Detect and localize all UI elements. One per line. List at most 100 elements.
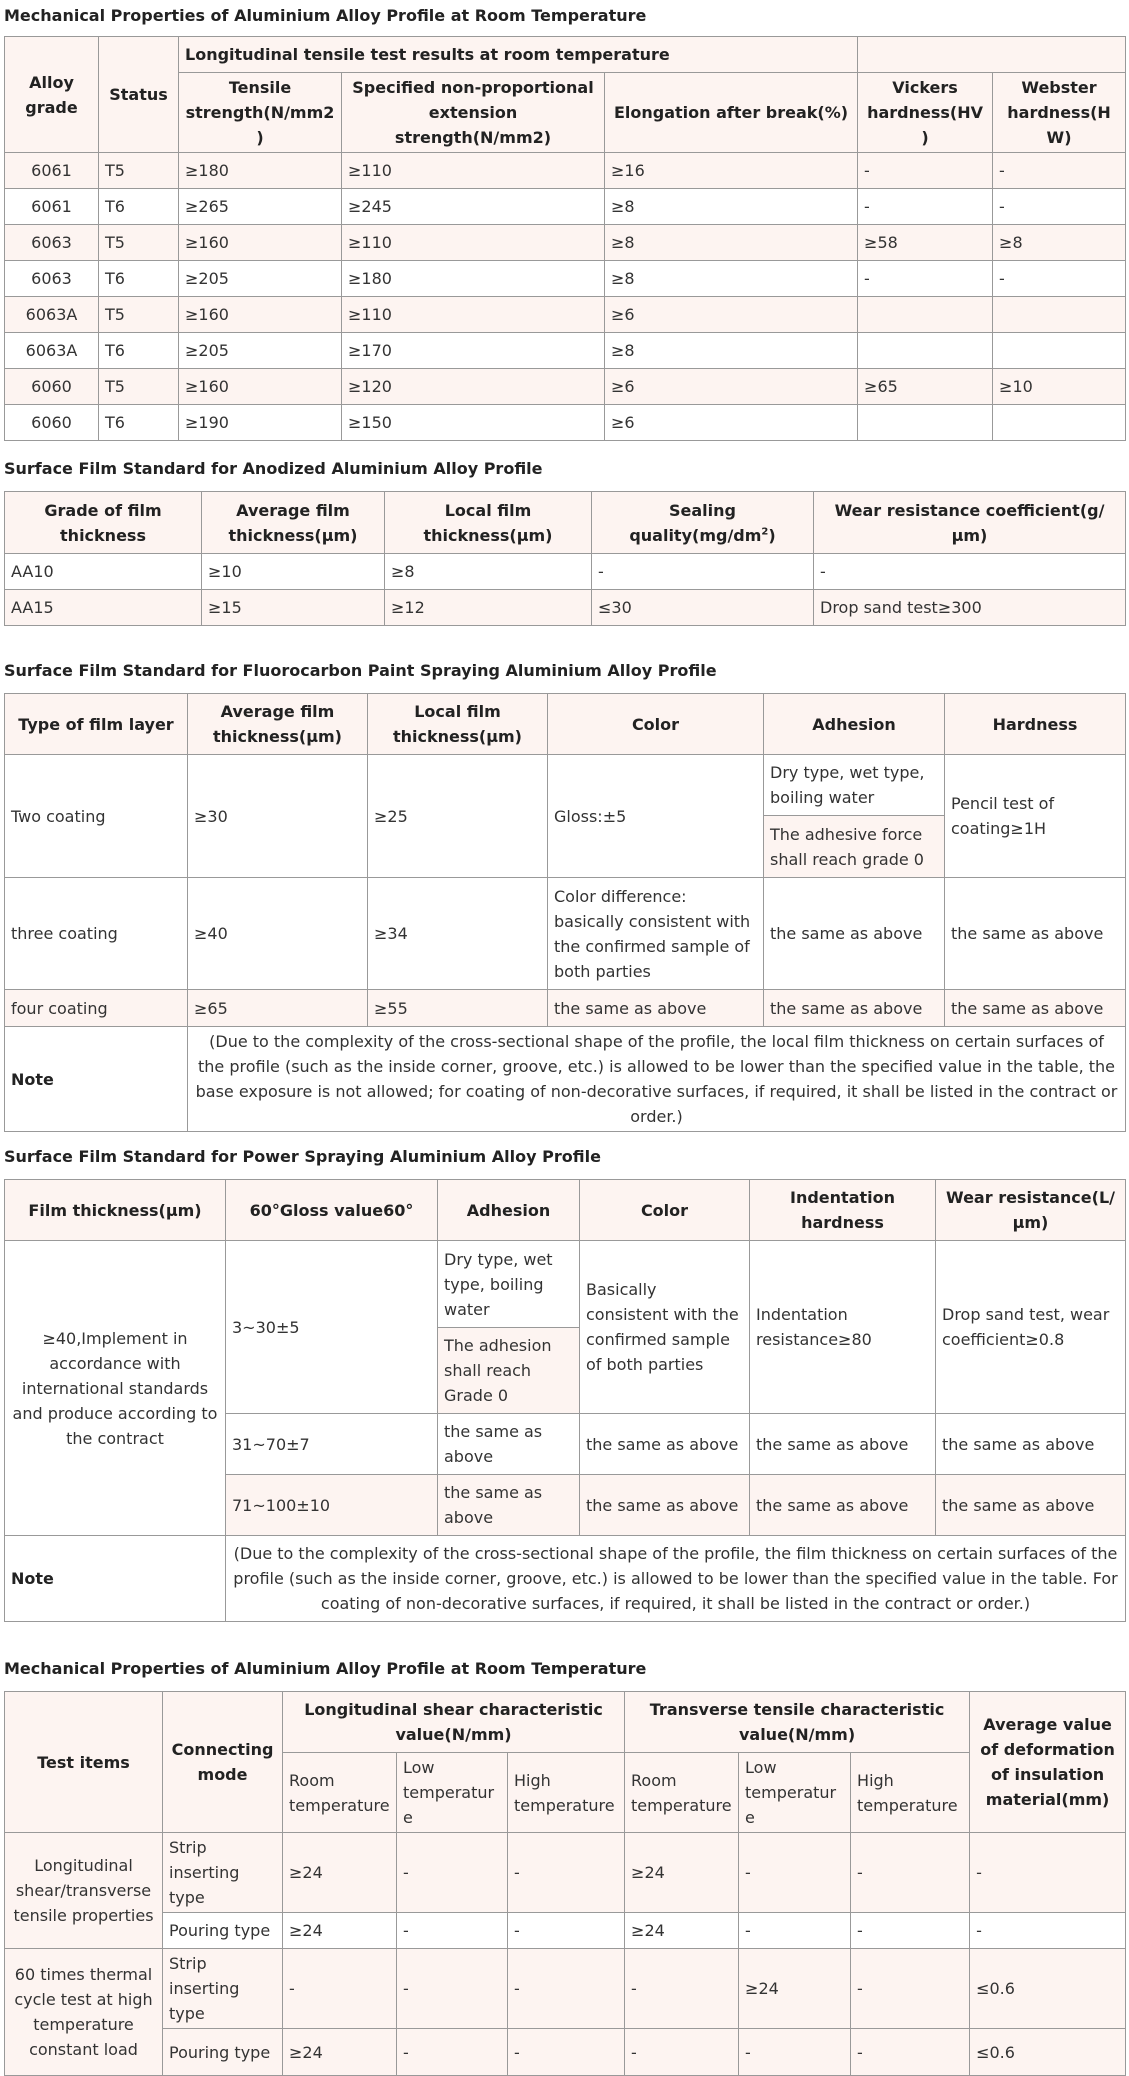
fluorocarbon-film-table: Type of film layer Average film thicknes…	[4, 693, 1126, 1132]
cell	[857, 404, 994, 441]
cell	[992, 332, 1127, 369]
cell-test-item: 60 times thermal cycle test at high temp…	[4, 1948, 163, 2076]
cell-connecting-mode: Pouring type	[162, 2028, 283, 2076]
cell: -	[396, 1948, 508, 2029]
subheader-room-temperature: Room temperature	[282, 1752, 397, 1833]
cell: T5	[98, 368, 179, 405]
cell: the same as above	[763, 877, 945, 990]
cell: 3~30±5	[225, 1240, 438, 1414]
section-title-powder-spraying: Surface Film Standard for Power Spraying…	[4, 1147, 601, 1166]
cell: Basically consistent with the confirmed …	[579, 1240, 750, 1414]
cell: -	[969, 1912, 1127, 1949]
table-row: 6061 T6 ≥265 ≥245 ≥8 - -	[4, 188, 1127, 225]
table-row: Note (Due to the complexity of the cross…	[4, 1026, 1126, 1132]
cell-film-type: three coating	[4, 877, 188, 990]
cell: the same as above	[935, 1474, 1126, 1536]
section-title-thermal-mechanical: Mechanical Properties of Aluminium Alloy…	[4, 1659, 647, 1678]
cell: the same as above	[579, 1413, 750, 1475]
cell	[992, 296, 1127, 333]
cell-film-type: Two coating	[4, 754, 188, 878]
cell: -	[850, 2028, 971, 2076]
cell: ≥180	[341, 260, 605, 297]
header-longitudinal-tensile: Longitudinal tensile test results at roo…	[177, 36, 859, 73]
table-row: Pouring type ≥24 - - ≥24 - - -	[5, 1912, 1127, 1949]
header-status: Status	[98, 36, 179, 153]
cell: ≥160	[178, 224, 342, 261]
cell: -	[738, 1832, 852, 1913]
subheader-high-temperature: High temperature	[850, 1752, 971, 1833]
cell: T5	[98, 152, 179, 189]
cell: T5	[98, 296, 179, 333]
table-header-row: Tensile strength(N/mm2) Specified non-pr…	[5, 72, 1127, 153]
cell: ≥6	[603, 296, 859, 333]
cell: the same as above	[437, 1474, 580, 1536]
cell: Gloss:±5	[547, 754, 764, 878]
cell: ≥24	[738, 1948, 852, 2029]
cell: -	[506, 1948, 626, 2029]
cell: ≥160	[178, 296, 342, 333]
header-webster-hardness: Webster hardness(HW)	[992, 72, 1127, 153]
table-row: 6060 T6 ≥190 ≥150 ≥6	[4, 404, 1127, 441]
cell: ≥180	[178, 152, 342, 189]
cell: -	[850, 1832, 971, 1913]
cell: ≥16	[603, 152, 859, 189]
cell: the same as above	[749, 1474, 936, 1536]
cell: -	[506, 1832, 626, 1913]
cell: the same as above	[944, 877, 1126, 990]
cell: T5	[98, 224, 179, 261]
cell-connecting-mode: Strip inserting type	[162, 1948, 283, 2029]
table-header-row: Film thickness(μm) 60°Gloss value60° Adh…	[4, 1179, 1126, 1241]
cell: the same as above	[935, 1413, 1126, 1475]
cell: ≥170	[341, 332, 605, 369]
cell: -	[282, 1948, 397, 2029]
cell: 6060	[4, 404, 99, 441]
cell: T6	[98, 332, 179, 369]
table-header-row: Type of film layer Average film thicknes…	[4, 693, 1126, 755]
cell: -	[396, 2028, 508, 2076]
cell: T6	[98, 188, 179, 225]
table-row: 6063 T5 ≥160 ≥110 ≥8 ≥58 ≥8	[4, 224, 1127, 261]
subheader-room-temperature: Room temperature	[624, 1752, 740, 1833]
cell: 6063A	[4, 332, 99, 369]
cell: -	[992, 152, 1127, 189]
cell: ≥150	[341, 404, 605, 441]
cell: The adhesion shall reach Grade 0	[437, 1327, 580, 1414]
table-row: AA15 ≥15 ≥12 ≤30 Drop sand test≥300	[4, 589, 1126, 626]
thermal-break-properties-table: Test items Connecting mode Longitudinal …	[4, 1691, 1127, 2076]
header-vickers-hardness: Vickers hardness(HV)	[857, 72, 994, 153]
table-row: 6060 T5 ≥160 ≥120 ≥6 ≥65 ≥10	[4, 368, 1127, 405]
header-transverse-tensile: Transverse tensile characteristic value(…	[624, 1691, 971, 1753]
cell: ≥8	[603, 332, 859, 369]
cell: ≥8	[603, 188, 859, 225]
header-alloy-grade: Alloy grade	[4, 36, 99, 153]
header-tensile-strength: Tensile strength(N/mm2)	[178, 72, 342, 153]
table-header-row: Grade of film thickness Average film thi…	[4, 491, 1126, 554]
cell: T6	[98, 404, 179, 441]
header-color: Color	[579, 1179, 750, 1241]
cell: 6063A	[4, 296, 99, 333]
cell: 6063	[4, 260, 99, 297]
cell: ≥8	[603, 224, 859, 261]
header-indentation-hardness: Indentation hardness	[749, 1179, 936, 1241]
cell: ≥8	[384, 553, 592, 590]
cell: Color difference: basically consistent w…	[547, 877, 764, 990]
cell	[857, 296, 994, 333]
table-row: 6063A T6 ≥205 ≥170 ≥8	[4, 332, 1127, 369]
cell: 6063	[4, 224, 99, 261]
cell: ≤0.6	[969, 2028, 1127, 2076]
cell: the same as above	[579, 1474, 750, 1536]
note-text: (Due to the complexity of the cross-sect…	[187, 1026, 1126, 1132]
cell: -	[857, 188, 994, 225]
cell: -	[857, 260, 994, 297]
cell: ≥30	[187, 754, 368, 878]
table-header-row: Alloy grade Status Longitudinal tensile …	[4, 36, 1127, 153]
cell: ≤0.6	[969, 1948, 1127, 2029]
cell: AA15	[4, 589, 202, 626]
subheader-high-temperature: High temperature	[506, 1752, 626, 1833]
cell: -	[738, 2028, 852, 2076]
cell: ≥24	[624, 1832, 740, 1913]
cell: ≥65	[187, 989, 368, 1027]
table-row: 71~100±10 the same as above the same as …	[5, 1474, 1126, 1536]
section-title-mechanical-properties: Mechanical Properties of Aluminium Alloy…	[4, 6, 647, 25]
header-adhesion: Adhesion	[763, 693, 945, 755]
